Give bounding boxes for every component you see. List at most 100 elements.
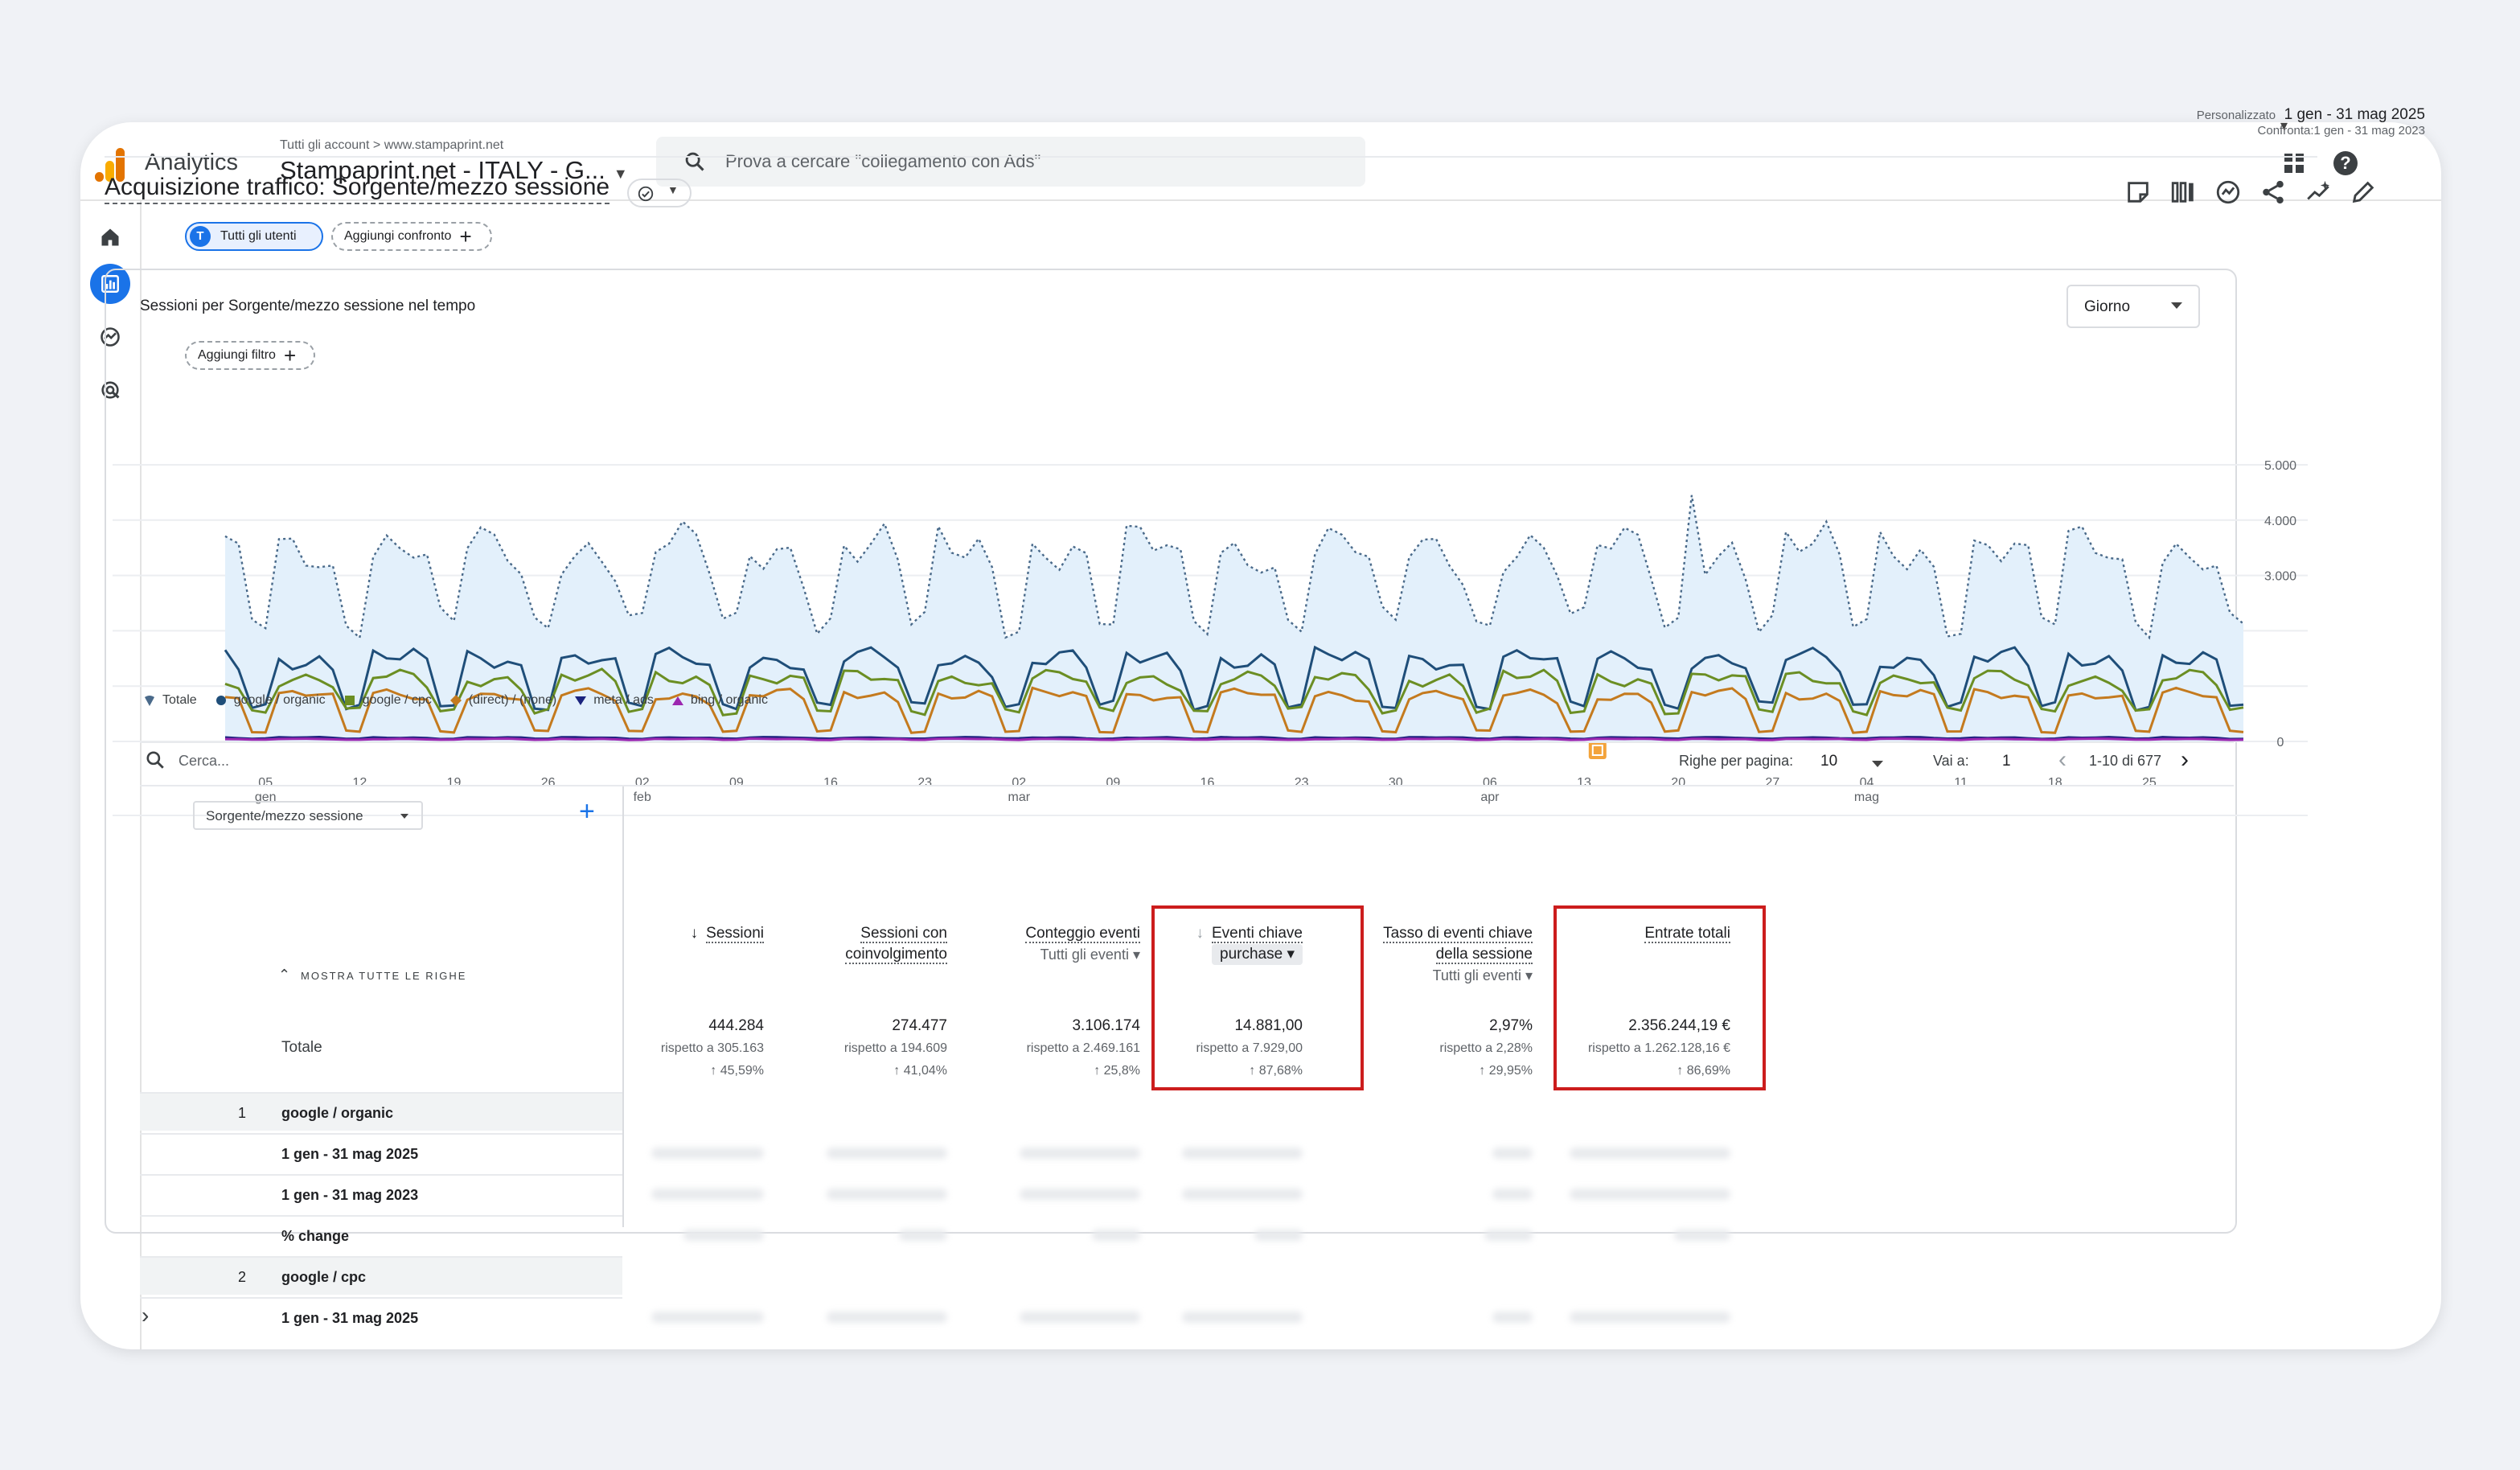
granularity-select[interactable]: Giorno xyxy=(2066,285,2200,328)
row-label: 1 gen - 31 mag 2025 xyxy=(281,1146,419,1162)
legend-item-meta-ads[interactable]: meta / ads xyxy=(574,693,654,708)
search-input[interactable]: Prova a cercare "collegamento con Ads" xyxy=(656,137,1365,187)
blurred-cell xyxy=(1484,1230,1533,1241)
edit-pencil-icon[interactable] xyxy=(2350,179,2377,206)
legend-label: bing / organic xyxy=(690,693,768,707)
legend-label: meta / ads xyxy=(593,693,654,707)
x-tick-label: 04 xyxy=(1860,776,1874,790)
sort-arrow-icon: ↓ xyxy=(1196,925,1204,942)
chevron-down-icon xyxy=(400,814,408,819)
rows-per-page-select[interactable]: 10 xyxy=(1820,753,1838,770)
chart-title: Sessioni per Sorgente/mezzo sessione nel… xyxy=(140,298,476,314)
table-row[interactable]: 1 google / organic xyxy=(140,1092,622,1131)
compare-value: rispetto a 2,28% xyxy=(1439,1041,1533,1055)
page-title[interactable]: Acquisizione traffico: Sorgente/mezzo se… xyxy=(105,174,610,204)
change-value: ↑ 41,04% xyxy=(893,1064,947,1078)
series-line--direct-none- xyxy=(224,686,2244,734)
compare-value: rispetto a 7.929,00 xyxy=(1196,1041,1303,1055)
metric-header-5[interactable]: Tasso di eventi chiave della sessione Tutt… xyxy=(1383,923,1533,986)
table-search-input[interactable]: Cerca... xyxy=(179,753,230,769)
legend-label: google / cpc xyxy=(362,693,432,707)
left-nav xyxy=(80,201,142,1349)
x-tick-label: 23 xyxy=(1295,776,1309,790)
add-filter-label: Aggiungi filtro xyxy=(198,348,276,362)
search-icon xyxy=(146,751,164,769)
blurred-cell xyxy=(1674,1230,1730,1241)
annotation-icon[interactable] xyxy=(2124,179,2152,206)
legend-label: Totale xyxy=(162,693,197,707)
add-dimension-button[interactable]: + xyxy=(579,796,595,827)
total-value: 444.284 xyxy=(708,1017,764,1034)
blurred-cell xyxy=(651,1189,764,1200)
compare-columns-icon[interactable] xyxy=(2169,179,2197,206)
chevron-down-icon[interactable]: ▾ xyxy=(2280,117,2288,133)
change-value: ↑ 86,69% xyxy=(1677,1064,1730,1078)
legend-item-direct-none[interactable]: (direct) / (none) xyxy=(449,693,556,708)
help-icon[interactable]: ? xyxy=(2333,151,2358,175)
add-filter-button[interactable]: Aggiungi filtro + xyxy=(185,341,315,370)
add-comparison-button[interactable]: Aggiungi confronto + xyxy=(331,222,492,251)
home-icon[interactable] xyxy=(90,217,130,257)
legend-item-google-organic[interactable]: google / organic xyxy=(215,693,326,708)
event-filter-select[interactable]: purchase ▾ xyxy=(1212,944,1303,965)
metric-header-2[interactable]: Sessioni con coinvolgimento xyxy=(845,923,947,965)
table-row[interactable]: 2 google / cpc xyxy=(140,1256,622,1295)
search-icon xyxy=(685,152,704,171)
legend-item-bing-organic[interactable]: bing / organic xyxy=(671,693,768,708)
series-line-bing-organic xyxy=(224,737,2244,741)
table-row[interactable]: 1 gen - 31 mag 2025 xyxy=(140,1133,622,1172)
blurred-cell xyxy=(683,1230,764,1241)
metric-header-3[interactable]: Conteggio eventi Tutti gli eventi ▾ xyxy=(1025,923,1140,965)
segment-chip-all-users[interactable]: T Tutti gli utenti xyxy=(185,222,323,251)
x-tick-label: 27 xyxy=(1765,776,1779,790)
row-label: google / cpc xyxy=(281,1269,367,1285)
metric-total-4: 14.881,00 rispetto a 7.929,00 ↑ 87,68% xyxy=(1196,1015,1303,1082)
granularity-value: Giorno xyxy=(2084,298,2131,315)
metric-header-1[interactable]: ↓ Sessioni xyxy=(691,923,764,944)
metric-total-3: 3.106.174 rispetto a 2.469.161 ↑ 25,8% xyxy=(1027,1015,1140,1082)
annotation-marker-inner xyxy=(1591,745,1603,756)
property-selector[interactable]: Stampaprint.net - ITALY - G... ▼ xyxy=(280,156,628,185)
table-row[interactable]: % change xyxy=(140,1215,622,1254)
compare-value: rispetto a 305.163 xyxy=(660,1041,764,1055)
report-status-selector[interactable]: ▼ xyxy=(627,179,692,207)
total-row-label: Totale xyxy=(281,1039,322,1056)
row-index: 2 xyxy=(238,1269,247,1285)
insights-icon[interactable] xyxy=(2214,179,2242,206)
date-range-type: Personalizzato xyxy=(2196,109,2276,122)
row-index: 1 xyxy=(238,1105,247,1121)
metric-header-4[interactable]: ↓ Eventi chiave purchase ▾ xyxy=(1196,923,1303,965)
table-row[interactable]: 1 gen - 31 mag 2023 xyxy=(140,1174,622,1213)
goto-page-input[interactable]: 1 xyxy=(2002,753,2011,770)
blurred-cell xyxy=(1020,1312,1140,1323)
metric-title: Conteggio eventi xyxy=(1025,925,1140,943)
legend-item-totale[interactable]: Totale xyxy=(143,693,197,708)
legend-item-google-cpc[interactable]: google / cpc xyxy=(343,693,432,708)
date-range-picker[interactable]: Personalizzato 1 gen - 31 mag 2025 Confr… xyxy=(2197,106,2425,138)
legend-tri-up-icon xyxy=(671,696,683,705)
share-icon[interactable] xyxy=(2259,179,2287,206)
event-filter-select[interactable]: Tutti gli eventi ▾ xyxy=(1040,946,1140,963)
event-filter-select[interactable]: Tutti gli eventi ▾ xyxy=(1432,967,1533,983)
blurred-cell xyxy=(899,1230,947,1241)
analytics-logo-icon[interactable] xyxy=(93,146,125,182)
chevron-down-icon[interactable] xyxy=(1872,761,1883,767)
show-all-rows-label: MOSTRA TUTTE LE RIGHE xyxy=(301,970,467,982)
expand-nav-icon[interactable]: › xyxy=(142,1303,150,1328)
previous-page-icon[interactable]: ‹ xyxy=(2058,746,2066,773)
x-tick-month-label: apr xyxy=(1480,790,1500,804)
breadcrumb[interactable]: Tutti gli account > www.stampaprint.net xyxy=(280,138,504,152)
metric-header-6[interactable]: Entrate totali xyxy=(1644,923,1730,944)
trend-sparkle-icon[interactable] xyxy=(2305,179,2332,206)
next-page-icon[interactable]: › xyxy=(2181,746,2189,773)
event-filter-value: Tutti gli eventi xyxy=(1432,967,1521,983)
advertising-icon[interactable] xyxy=(90,370,130,410)
highlight-total-revenue xyxy=(1553,905,1766,1090)
x-tick-label: 11 xyxy=(1954,776,1968,790)
dimension-select[interactable]: Sorgente/mezzo sessione xyxy=(193,801,423,830)
table-row[interactable]: 1 gen - 31 mag 2025 xyxy=(140,1297,622,1336)
x-tick-label: 23 xyxy=(917,776,932,790)
apps-grid-icon[interactable] xyxy=(2284,153,2305,174)
metric-title-line2: della sessione xyxy=(1435,946,1533,964)
explore-icon[interactable] xyxy=(90,317,130,357)
